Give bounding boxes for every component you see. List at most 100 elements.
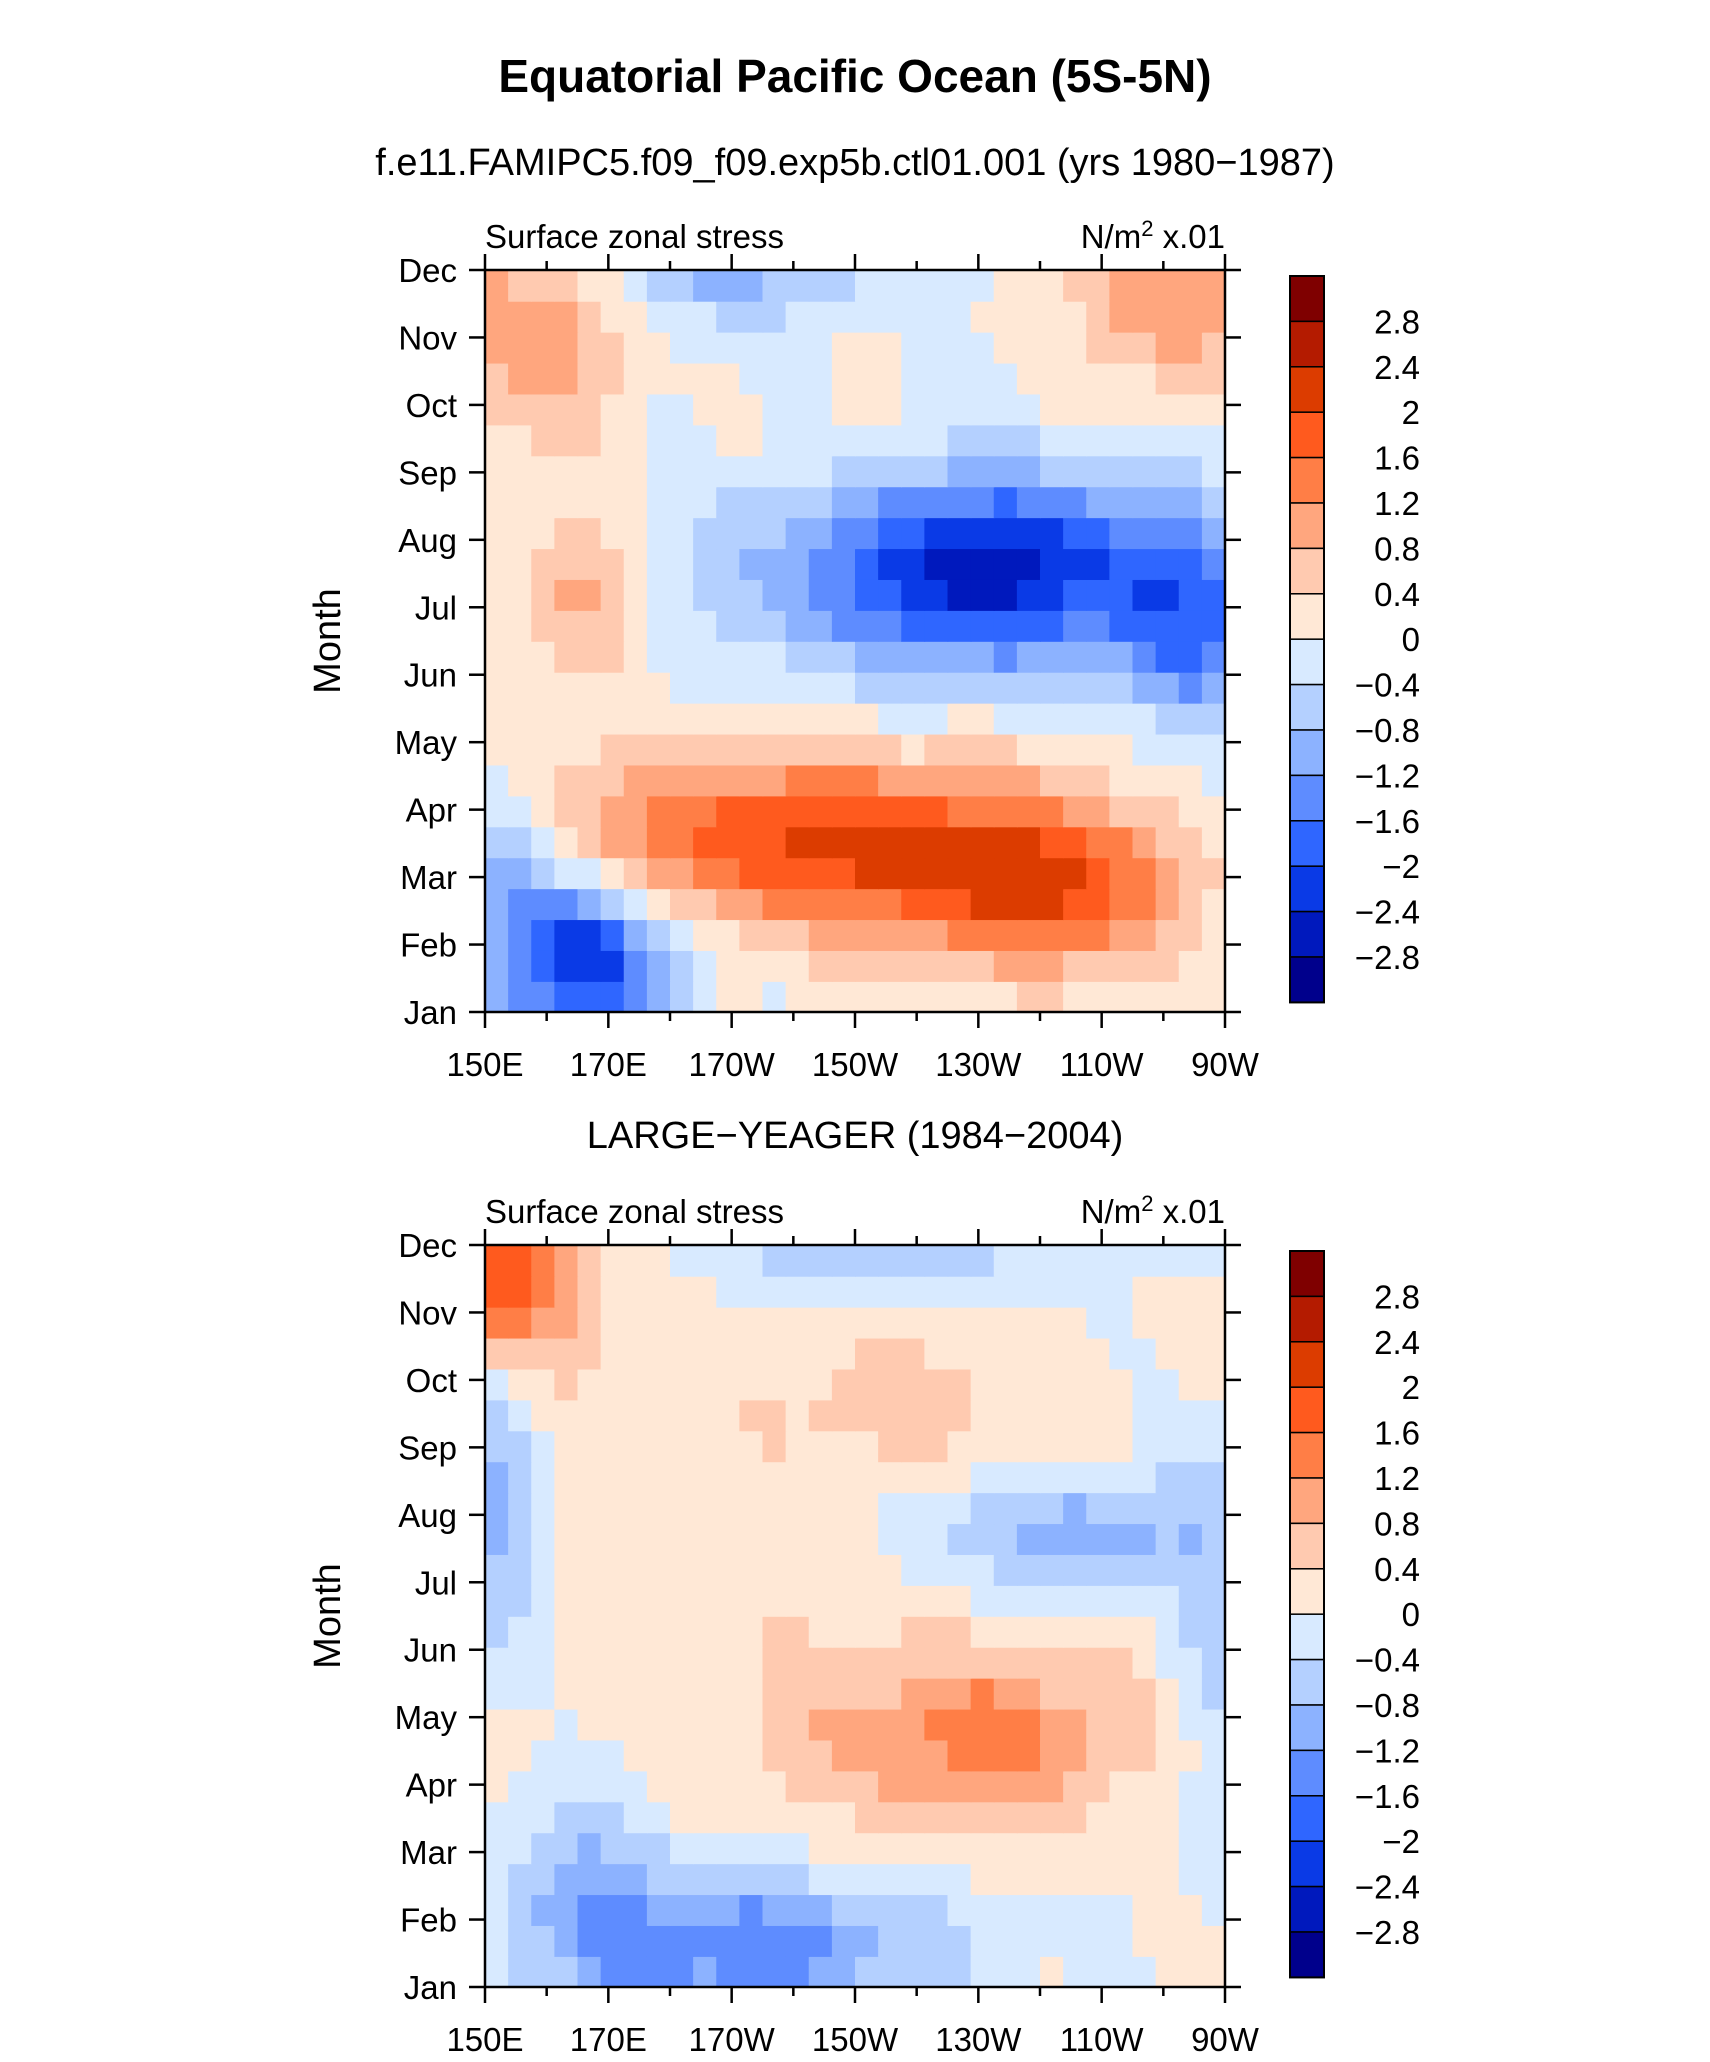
field-cell [1016, 1275, 1041, 1308]
field-cell [947, 950, 972, 982]
field-cell [1155, 1739, 1180, 1772]
field-cell [1016, 1894, 1041, 1926]
field-cell [1155, 1863, 1180, 1896]
field-cell [785, 331, 810, 364]
field-cell [1040, 1245, 1064, 1277]
field-cell [508, 733, 533, 766]
field-cell [1109, 1523, 1134, 1555]
field-cell [808, 300, 833, 333]
field-cell [554, 1801, 579, 1834]
field-cell [554, 641, 579, 673]
field-cell [901, 1832, 926, 1865]
field-cell [993, 671, 1018, 704]
field-cell [600, 1925, 625, 1957]
field-cell [901, 888, 926, 921]
colorbar-swatch [1289, 1749, 1325, 1797]
field-cell [554, 1275, 579, 1308]
field-cell [716, 950, 741, 982]
field-cell [947, 1430, 972, 1463]
field-cell [924, 733, 949, 766]
field-cell [1155, 1832, 1180, 1865]
field-cell [901, 1492, 926, 1525]
field-cell [808, 1708, 833, 1741]
field-cell [1040, 424, 1064, 457]
field-cell [693, 1492, 718, 1525]
field-cell [623, 795, 648, 828]
colorbar-frame [1289, 275, 1325, 1004]
field-cell [1132, 1430, 1157, 1463]
field-cell [531, 270, 556, 302]
field-cell [1063, 1956, 1088, 1987]
field-cell [993, 1492, 1018, 1525]
field-cell [1201, 919, 1225, 951]
field-cell [531, 1646, 556, 1679]
field-cell [831, 950, 856, 982]
field-cell [623, 857, 648, 890]
field-cell [693, 1677, 718, 1710]
colorbar-swatch [1289, 1250, 1325, 1298]
field-cell [855, 270, 879, 302]
field-cell [623, 331, 648, 364]
field-cell [993, 1832, 1018, 1865]
field-cell [1040, 1337, 1064, 1370]
field-cell [693, 1894, 718, 1926]
field-cell [1086, 981, 1111, 1012]
field-cell [1109, 1461, 1134, 1494]
field-cell [1086, 919, 1111, 951]
field-cell [1109, 1770, 1134, 1803]
field-cell [739, 857, 764, 890]
field-cell [970, 795, 995, 828]
field-cell [1063, 579, 1088, 611]
field-cell [970, 517, 995, 550]
field-cell [670, 888, 694, 921]
field-cell [762, 362, 787, 395]
field-cell [901, 1461, 926, 1494]
field-cell [554, 1399, 579, 1432]
field-cell [785, 1677, 810, 1710]
field-cell [970, 1832, 995, 1865]
field-cell [739, 919, 764, 951]
field-cell [670, 1739, 694, 1772]
field-cell [1016, 1739, 1041, 1772]
field-cell [855, 1245, 879, 1277]
field-cell [831, 981, 856, 1012]
field-cell [739, 702, 764, 735]
field-cell [831, 270, 856, 302]
field-cell [762, 1585, 787, 1617]
field-cell [901, 641, 926, 673]
field-cell [831, 1554, 856, 1586]
field-cell [1063, 1863, 1088, 1896]
y-tick-label: Jul [415, 1564, 457, 1601]
field-cell [993, 1368, 1018, 1401]
field-cell [947, 1616, 972, 1648]
field-cell [924, 1801, 949, 1834]
field-cell [924, 300, 949, 333]
field-cell [1109, 1554, 1134, 1586]
variable-label: Surface zonal stress [485, 1193, 784, 1230]
field-cell [531, 1554, 556, 1586]
field-cell [600, 362, 625, 395]
field-cell [831, 579, 856, 611]
field-cell [1063, 1399, 1088, 1432]
field-cell [531, 1863, 556, 1896]
field-cell [739, 1492, 764, 1525]
field-cell [1063, 1677, 1088, 1710]
field-cell [924, 1430, 949, 1463]
field-cell [878, 610, 903, 642]
field-cell [924, 1925, 949, 1957]
colorbar-swatch [1289, 366, 1325, 413]
y-tick-label: Aug [398, 1497, 457, 1534]
field-cell [1132, 1275, 1157, 1308]
field-cell [1016, 1430, 1041, 1463]
field-cell [716, 641, 741, 673]
field-cell [1040, 362, 1064, 395]
field-cell [531, 1245, 556, 1277]
field-cell [623, 1646, 648, 1679]
field-cell [808, 1275, 833, 1308]
field-cell [831, 1523, 856, 1555]
field-cell [1132, 764, 1157, 797]
field-cell [531, 1585, 556, 1617]
field-cell [600, 1461, 625, 1494]
field-cell [901, 733, 926, 766]
field-cell [1040, 610, 1064, 642]
